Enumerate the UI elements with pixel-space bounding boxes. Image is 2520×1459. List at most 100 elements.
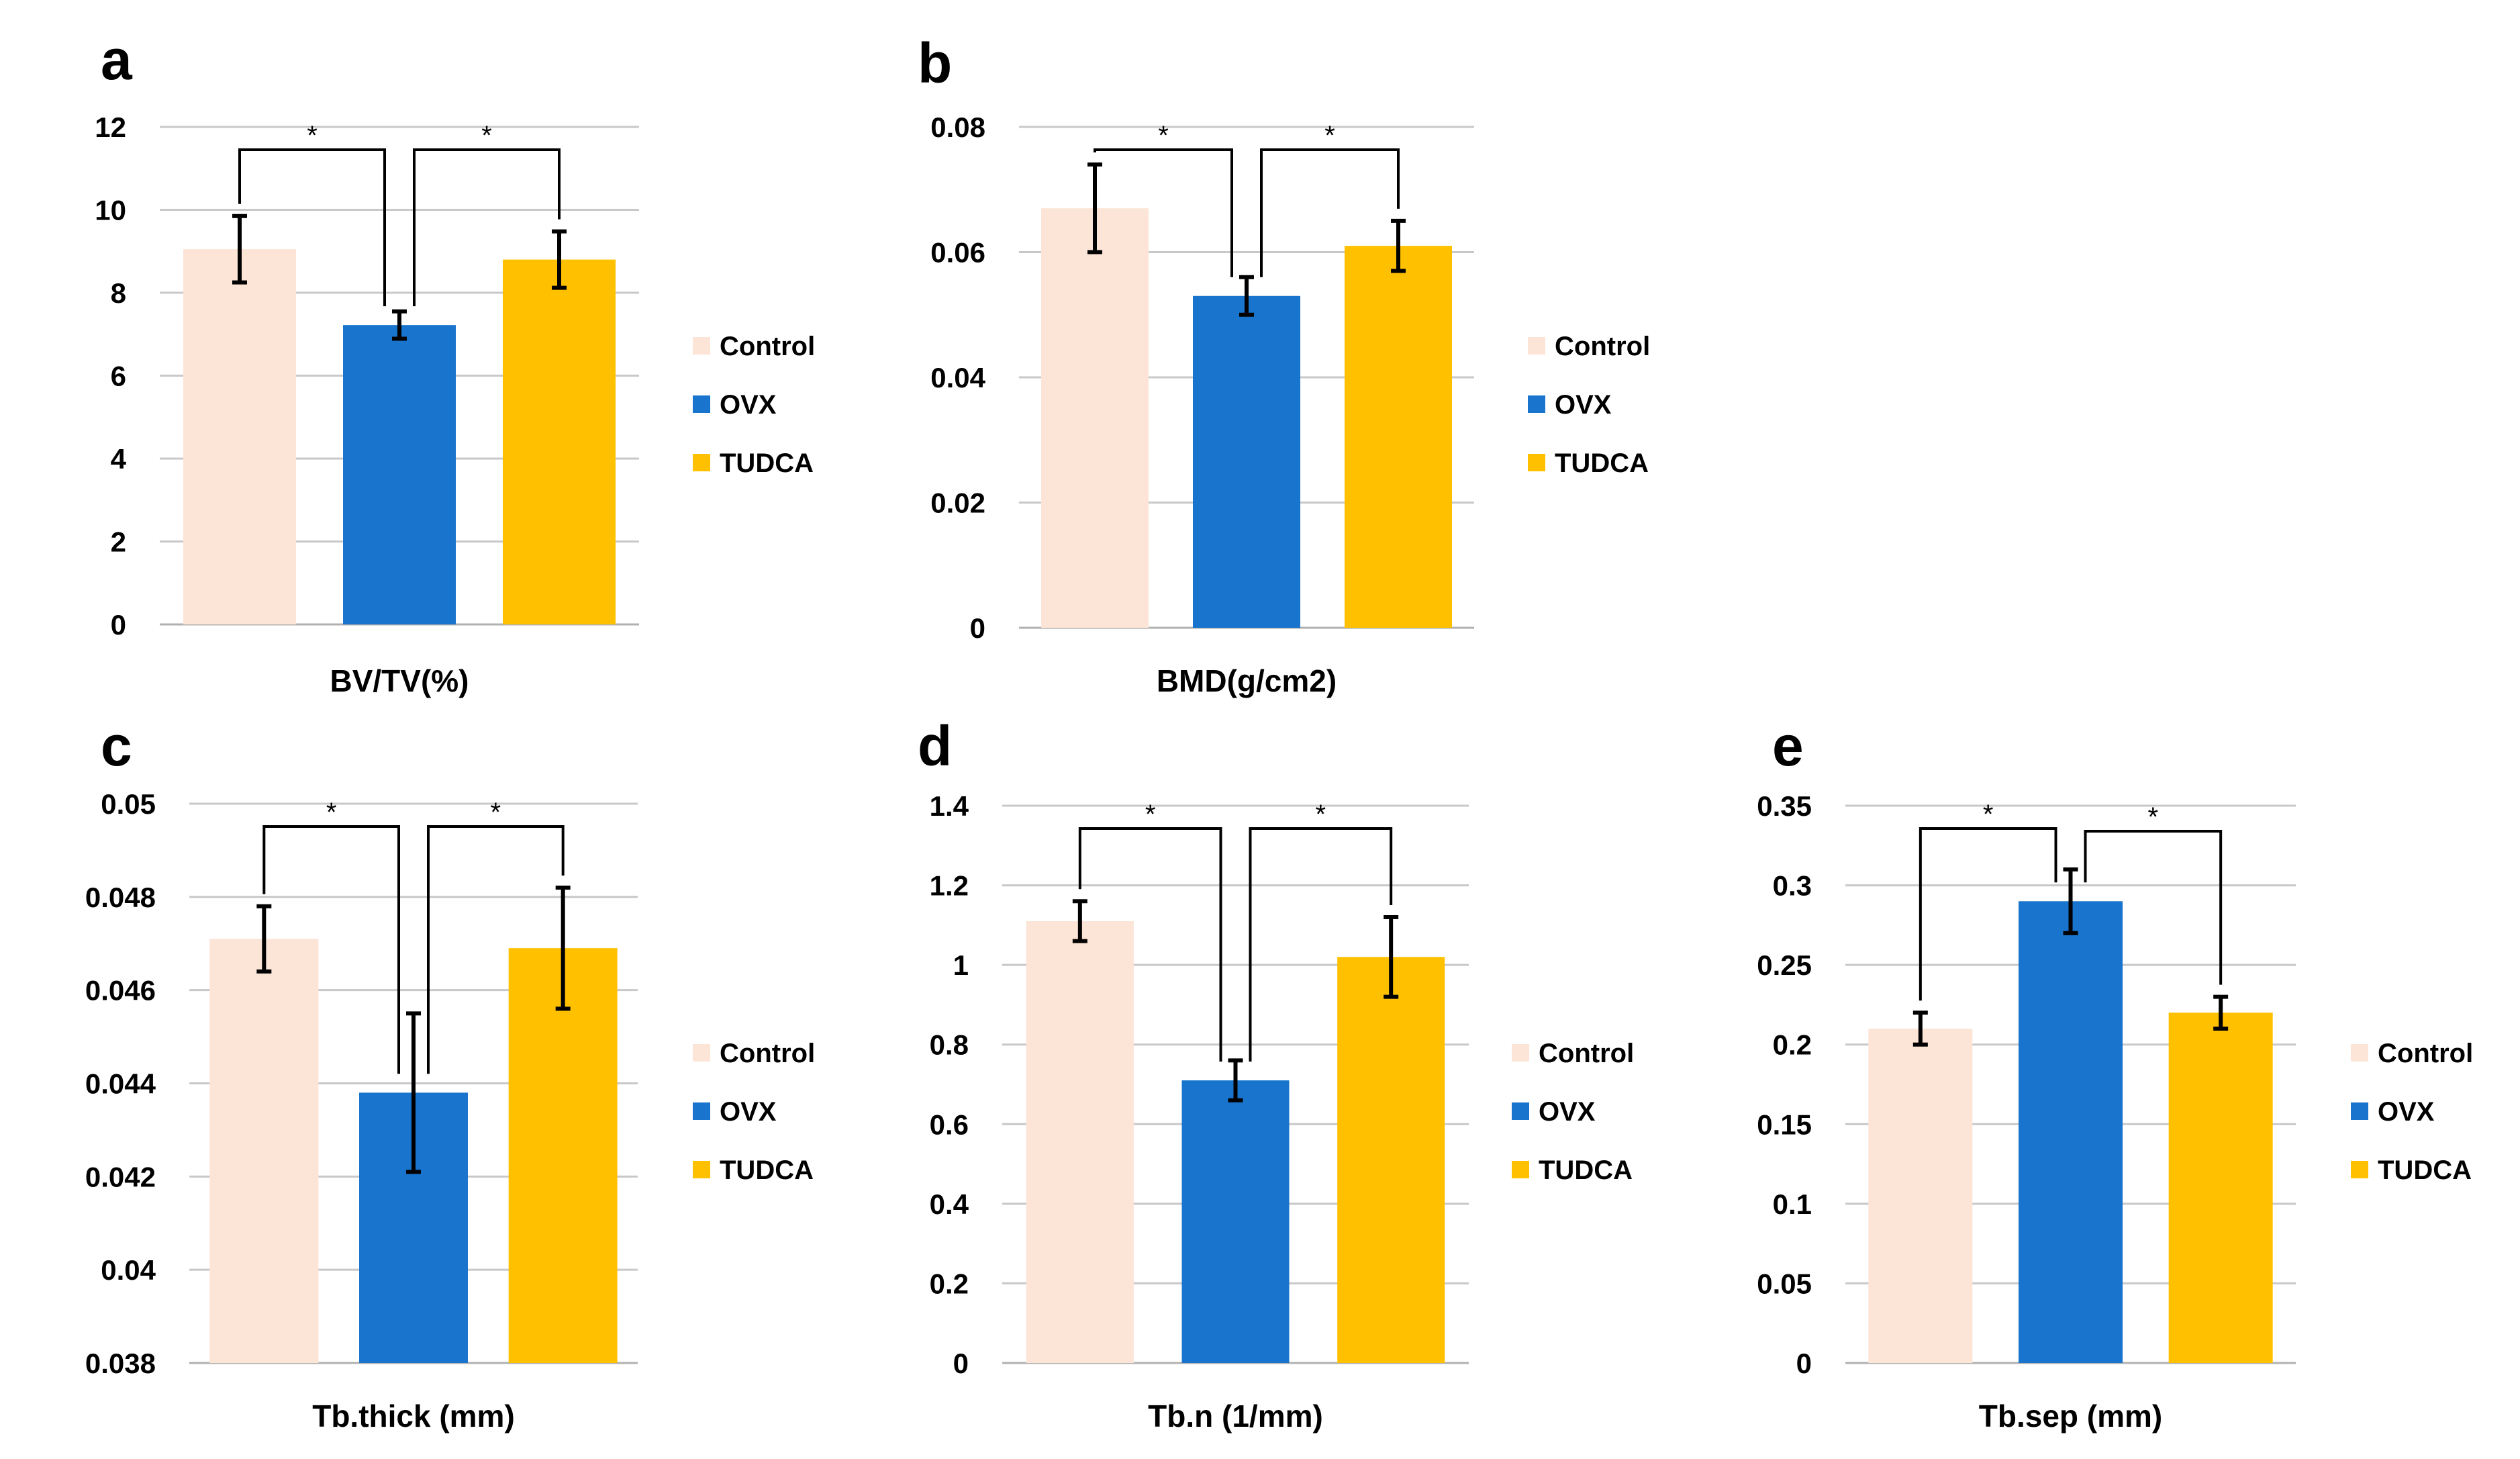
error-bar [1912, 1010, 1928, 1047]
legend-swatch-ovx [1528, 395, 1545, 413]
y-tick-label: 0.1 [1773, 1188, 1812, 1220]
x-axis-label: BMD(g/cm2) [1157, 663, 1337, 698]
error-bar [1228, 1058, 1243, 1102]
significance-bracket [262, 825, 400, 1074]
error-bar [232, 214, 247, 285]
y-tick-label: 0.038 [85, 1348, 156, 1379]
y-tick-label: 0.2 [930, 1268, 969, 1299]
significance-bracket [2084, 830, 2223, 985]
error-bar [392, 309, 407, 341]
y-tick-label: 0.04 [101, 1254, 156, 1286]
legend-label: OVX [1555, 390, 1612, 420]
legend-label: TUDCA [1555, 449, 1649, 478]
legend-swatch-control [693, 337, 710, 355]
significance-star: * [1324, 121, 1335, 150]
bar-control [1026, 921, 1134, 1363]
legend-label: OVX [1539, 1097, 1596, 1127]
y-tick-label: 6 [111, 361, 126, 392]
y-tick-label: 0.05 [1757, 1268, 1812, 1299]
significance-star: * [491, 798, 501, 827]
significance-star: * [1983, 800, 1994, 829]
chart-panel-c: 0.038 0.04 0.042 0.044 0.046 0.048 0.05 * * Tb.th… [85, 714, 815, 1433]
significance-star: * [2148, 802, 2159, 832]
significance-bracket [238, 148, 386, 307]
significance-bracket [413, 148, 561, 307]
legend-label: Control [720, 332, 815, 361]
bar-ovx [1193, 295, 1300, 628]
y-tick-label: 0.02 [930, 487, 985, 519]
legend: Control OVX TUDCA [1528, 332, 1650, 478]
legend-swatch-ovx [693, 395, 710, 413]
legend-label: TUDCA [720, 449, 814, 478]
y-tick-label: 2 [111, 526, 126, 558]
legend-swatch-tudca [1512, 1161, 1529, 1178]
y-tick-label: 0.04 [930, 362, 985, 393]
bar-tudca [503, 259, 616, 625]
x-axis-label: Tb.thick (mm) [312, 1399, 515, 1433]
y-tick-label: 0.044 [85, 1068, 156, 1100]
legend-label: Control [2378, 1039, 2473, 1068]
y-tick-label: 0 [111, 609, 126, 641]
error-bar [1087, 162, 1102, 254]
y-tick-label: 8 [111, 277, 126, 309]
chart-panel-e: 0 0.05 0.1 0.15 0.2 0.25 0.3 0.35 * * Tb.sep (mm) e… [1757, 714, 2473, 1433]
significance-star: * [1145, 800, 1156, 829]
legend-label: TUDCA [720, 1156, 814, 1185]
bar-control [1868, 1029, 1973, 1363]
bar-control [183, 249, 296, 625]
bar-tudca [1337, 957, 1445, 1363]
x-axis-label: BV/TV(%) [330, 663, 469, 698]
bar-ovx [1181, 1080, 1290, 1363]
y-tick-label: 0.3 [1773, 870, 1812, 902]
chart-panel-d: 0 0.2 0.4 0.6 0.8 1 1.2 1.4 * * Tb.n (1/mm) d Contro… [918, 714, 1634, 1433]
y-tick-label: 4 [111, 443, 127, 475]
y-tick-label: 10 [95, 195, 126, 226]
legend-swatch-control [693, 1044, 710, 1062]
panel-letter: a [101, 28, 133, 91]
significance-star: * [481, 121, 492, 150]
error-bar [2213, 994, 2229, 1031]
y-tick-label: 0.05 [101, 788, 156, 820]
significance-bracket [1094, 148, 1233, 277]
legend: Control OVX TUDCA [2351, 1039, 2473, 1185]
y-tick-label: 0.08 [930, 111, 985, 143]
y-tick-label: 0.8 [930, 1029, 969, 1061]
error-bar [1391, 218, 1406, 273]
bar-tudca [1345, 246, 1452, 628]
bar-ovx [343, 325, 456, 624]
error-bar [555, 885, 571, 1011]
y-tick-label: 0 [970, 612, 985, 644]
legend-label: TUDCA [1539, 1156, 1633, 1185]
y-tick-label: 0.06 [930, 237, 985, 269]
legend-label: TUDCA [2378, 1156, 2472, 1185]
bar-control [1041, 208, 1149, 628]
bar-tudca [508, 948, 618, 1363]
bar-tudca [2168, 1013, 2273, 1363]
significance-star: * [326, 798, 337, 827]
y-tick-label: 0.35 [1757, 790, 1812, 822]
legend: Control OVX TUDCA [693, 332, 815, 478]
y-tick-label: 0.2 [1773, 1029, 1812, 1061]
legend-swatch-tudca [2351, 1161, 2368, 1178]
legend-swatch-tudca [1528, 454, 1545, 471]
significance-star: * [307, 121, 318, 150]
panel-letter: c [101, 714, 132, 778]
legend: Control OVX TUDCA [1512, 1039, 1634, 1185]
significance-bracket [1249, 827, 1393, 1062]
y-tick-label: 0 [953, 1348, 969, 1379]
y-tick-label: 12 [95, 111, 126, 143]
error-bar [256, 904, 272, 974]
error-bar [2063, 867, 2078, 935]
x-axis-label: Tb.sep (mm) [1979, 1399, 2162, 1433]
legend: Control OVX TUDCA [693, 1039, 815, 1185]
legend-label: Control [1539, 1039, 1634, 1068]
significance-bracket [1260, 148, 1400, 277]
y-tick-label: 0.4 [930, 1188, 969, 1220]
legend-swatch-ovx [1512, 1102, 1529, 1120]
y-tick-label: 0.15 [1757, 1109, 1812, 1140]
panel-letter: e [1772, 714, 1804, 778]
legend-label: Control [1555, 332, 1650, 361]
legend-label: OVX [2378, 1097, 2435, 1127]
significance-star: * [1316, 800, 1326, 829]
y-tick-label: 0.6 [930, 1109, 969, 1140]
